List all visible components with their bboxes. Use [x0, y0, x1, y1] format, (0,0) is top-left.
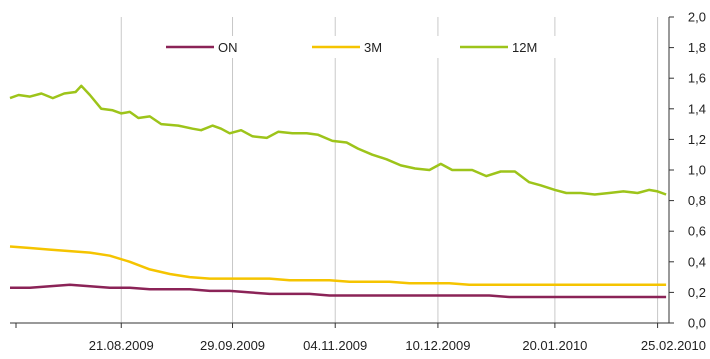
x-tick-label: 04.11.2009	[303, 338, 367, 353]
legend-label-12m: 12M	[512, 40, 537, 55]
axes: 21.08.2009 29.09.2009 04.11.2009 10.12.2009…	[10, 10, 706, 353]
legend: ON 3M 12M	[158, 36, 578, 58]
legend-label-3m: 3M	[364, 40, 382, 55]
y-tick-label: 0,4	[688, 254, 706, 269]
legend-background	[158, 36, 578, 58]
y-tick-label: 2,0	[688, 10, 706, 25]
y-tick-label: 1,0	[688, 163, 706, 178]
y-tick-label: 0,0	[688, 316, 706, 331]
x-tick-label: 10.12.2009	[405, 338, 470, 353]
x-tick-label: 29.09.2009	[200, 338, 265, 353]
y-tick-label: 0,8	[688, 193, 706, 208]
series-line-3m	[9, 245, 667, 287]
series-lines	[9, 84, 667, 299]
y-tick-label: 0,2	[688, 285, 706, 300]
legend-label-on: ON	[218, 40, 238, 55]
y-tick-label: 1,6	[688, 71, 706, 86]
x-tick-label: 20.01.2010	[522, 338, 587, 353]
series-line-12m	[9, 84, 667, 196]
x-tick-label: 25.02.2010	[641, 338, 706, 353]
y-tick-label: 0,6	[688, 224, 706, 239]
series-line-on	[10, 283, 667, 299]
y-tick-label: 1,2	[688, 132, 706, 147]
y-tick-label: 1,8	[688, 40, 706, 55]
grid-lines	[120, 17, 659, 323]
x-tick-label: 21.08.2009	[89, 338, 154, 353]
y-tick-label: 1,4	[688, 101, 706, 116]
